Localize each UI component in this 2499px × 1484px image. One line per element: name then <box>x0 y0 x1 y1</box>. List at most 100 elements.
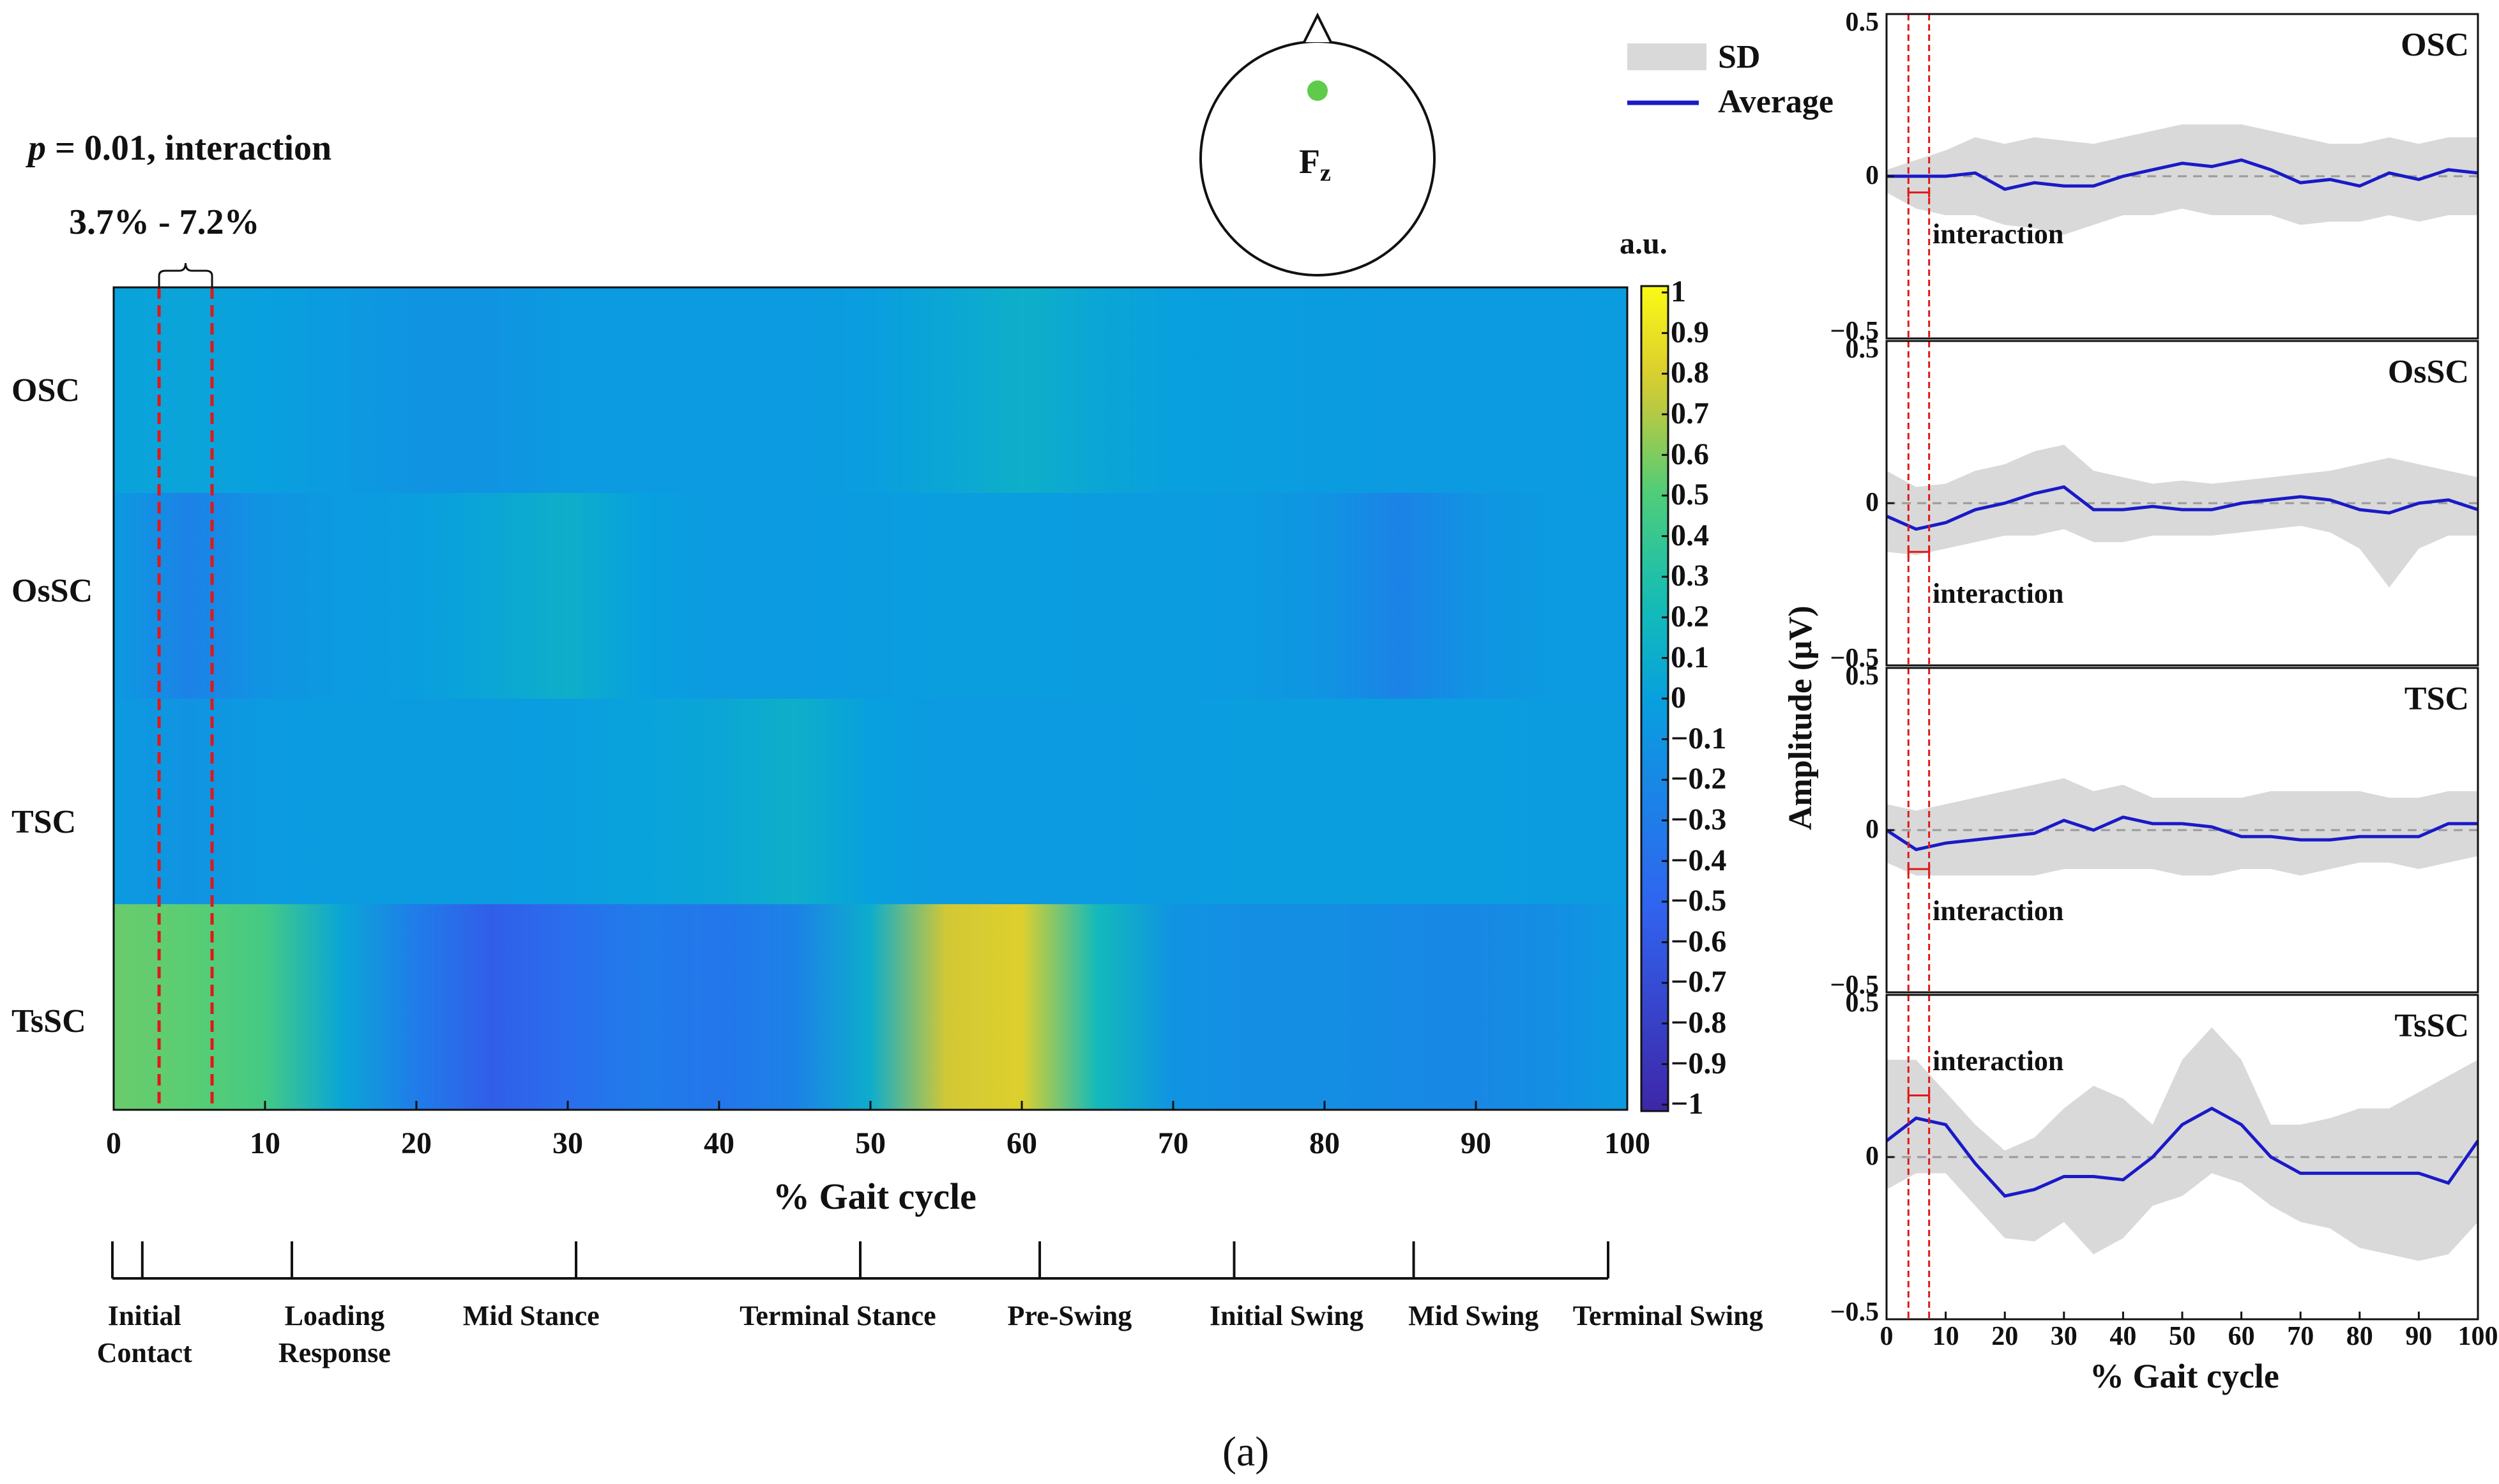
phase-label-line: Response <box>278 1337 391 1368</box>
heatmap-row-label-tssc: TsSC <box>11 1003 86 1040</box>
heatmap-x-tick-label: 30 <box>552 1126 583 1161</box>
significance-range-label: 3.7% - 7.2% <box>69 202 260 242</box>
colorbar <box>1640 285 1669 1112</box>
heatmap-row-label-tsc: TSC <box>11 804 77 840</box>
colorbar-tick-label: 0.1 <box>1671 640 1709 674</box>
heatmap-row-tsc <box>114 699 1627 904</box>
amplitude-panels <box>1885 13 2480 1321</box>
panel-x-tick-label: 100 <box>2457 1321 2498 1351</box>
interaction-interval-marker <box>1907 863 1931 874</box>
phase-label-line: Initial Swing <box>1210 1300 1363 1331</box>
p-label: p <box>28 128 46 168</box>
panel-title-osc: OSC <box>2401 26 2469 63</box>
colorbar-tick-label: 0.6 <box>1671 437 1709 471</box>
heatmap-x-tick-label: 10 <box>250 1126 280 1161</box>
colorbar-tick-label: −1 <box>1671 1087 1704 1121</box>
panel-y-tick-label: −0.5 <box>1830 316 1879 346</box>
heatmap-x-tick-label: 0 <box>106 1126 121 1161</box>
heatmap-x-tick-label: 60 <box>1006 1126 1037 1161</box>
panel-title-ossc: OsSC <box>2387 353 2469 390</box>
colorbar-tick-label: −0.7 <box>1671 965 1727 999</box>
panel-x-tick-label: 90 <box>2405 1321 2433 1351</box>
sd-band <box>1887 1027 2478 1261</box>
electrode-head-icon <box>1199 12 1436 276</box>
heatmap-x-tick-label: 70 <box>1158 1126 1189 1161</box>
average-line <box>1887 158 2479 191</box>
panel-y-tick-label: 0 <box>1865 814 1879 844</box>
p-value-annotation: p = 0.01, interaction <box>28 128 331 169</box>
gait-phase-bar <box>111 1241 1609 1280</box>
panel-y-tick-label: 0.5 <box>1845 988 1880 1018</box>
interaction-label: interaction <box>1933 218 2064 250</box>
phase-label-line: Loading <box>284 1300 385 1331</box>
colorbar-tick-label: −0.2 <box>1671 762 1727 796</box>
colorbar-tick-label: 0.2 <box>1671 600 1709 633</box>
colorbar-tick-label: 1 <box>1671 275 1686 309</box>
colorbar-tick-label: −0.6 <box>1671 924 1727 958</box>
colorbar-tick-label: 0.8 <box>1671 356 1709 390</box>
colorbar-tick-label: 0.7 <box>1671 397 1709 430</box>
average-line <box>1885 1106 2480 1198</box>
colorbar-tick-label: −0.1 <box>1671 721 1727 755</box>
phase-label-line: Initial <box>107 1300 181 1331</box>
panel-title-tsc: TSC <box>2404 680 2469 717</box>
colorbar-tick-label: 0.5 <box>1671 478 1709 512</box>
colorbar-tick-label: −0.4 <box>1671 843 1727 877</box>
panel-y-tick-label: 0.5 <box>1845 661 1880 691</box>
panel-y-axis-label: Amplitude (μV) <box>1782 605 1819 830</box>
panel-y-tick-label: 0.5 <box>1845 334 1880 364</box>
legend-sd-swatch <box>1627 43 1706 70</box>
heatmap-row-osc <box>114 287 1627 493</box>
sd-band <box>1887 444 2478 588</box>
phase-label: Initial Contact <box>97 1298 192 1372</box>
legend <box>1627 43 1706 105</box>
heatmap-row-ossc <box>114 493 1627 699</box>
phase-label-line: Mid Stance <box>462 1300 600 1331</box>
phase-label-line: Contact <box>96 1337 192 1368</box>
colorbar-tick-label: −0.8 <box>1671 1006 1727 1040</box>
heatmap-row-tssc <box>114 904 1627 1110</box>
legend-sd-label: SD <box>1718 39 1761 75</box>
panel-x-tick-label: 0 <box>1880 1321 1894 1351</box>
panel-x-tick-label: 20 <box>1991 1321 2019 1351</box>
panel-x-tick-label: 10 <box>1932 1321 1959 1351</box>
average-line <box>1885 815 2478 852</box>
panel-x-tick-label: 80 <box>2346 1321 2373 1351</box>
average-line <box>1885 485 2479 531</box>
phase-label-line: Terminal Stance <box>740 1300 936 1331</box>
amplitude-panel-osc <box>1885 13 2479 340</box>
significance-brace <box>158 262 213 289</box>
electrode-label: Fz <box>1299 142 1331 187</box>
panel-y-tick-label: 0 <box>1865 160 1879 190</box>
colorbar-tick-label: −0.5 <box>1671 884 1727 918</box>
phase-label: Pre-Swing <box>1008 1298 1132 1335</box>
colorbar-tick-label: −0.9 <box>1671 1046 1727 1080</box>
panel-y-tick-label: −0.5 <box>1830 970 1879 1000</box>
panel-x-tick-label: 60 <box>2228 1321 2255 1351</box>
electrode-dot <box>1307 80 1328 101</box>
heatmap-row-label-ossc: OsSC <box>11 573 93 609</box>
panel-x-tick-label: 70 <box>2287 1321 2314 1351</box>
colorbar-tick-label: 0.4 <box>1671 518 1709 552</box>
colorbar-tick-label: 0.9 <box>1671 315 1709 349</box>
panel-y-tick-label: −0.5 <box>1830 643 1879 673</box>
interaction-interval-marker <box>1907 547 1931 557</box>
colorbar-tick-label: 0.3 <box>1671 559 1709 593</box>
gait-heatmap <box>112 262 1629 1111</box>
colorbar-tick-label: 0 <box>1671 681 1686 715</box>
heatmap-x-axis-label: % Gait cycle <box>773 1176 976 1217</box>
amplitude-panel-ossc <box>1885 340 2479 667</box>
electrode-subscript: z <box>1320 159 1331 186</box>
p-value-text: = 0.01, interaction <box>55 128 332 168</box>
phase-label-line: Pre-Swing <box>1007 1300 1132 1331</box>
phase-label: Mid Stance <box>463 1298 600 1335</box>
interaction-interval-marker <box>1907 1090 1931 1101</box>
interaction-label: interaction <box>1933 1045 2064 1077</box>
heatmap-x-tick-label: 40 <box>704 1126 734 1161</box>
amplitude-panel-tsc <box>1885 667 2479 994</box>
heatmap-x-tick-label: 90 <box>1461 1126 1491 1161</box>
panel-x-tick-label: 40 <box>2109 1321 2137 1351</box>
panel-title-tssc: TsSC <box>2394 1007 2469 1044</box>
phase-label-line: Mid Swing <box>1408 1300 1539 1331</box>
